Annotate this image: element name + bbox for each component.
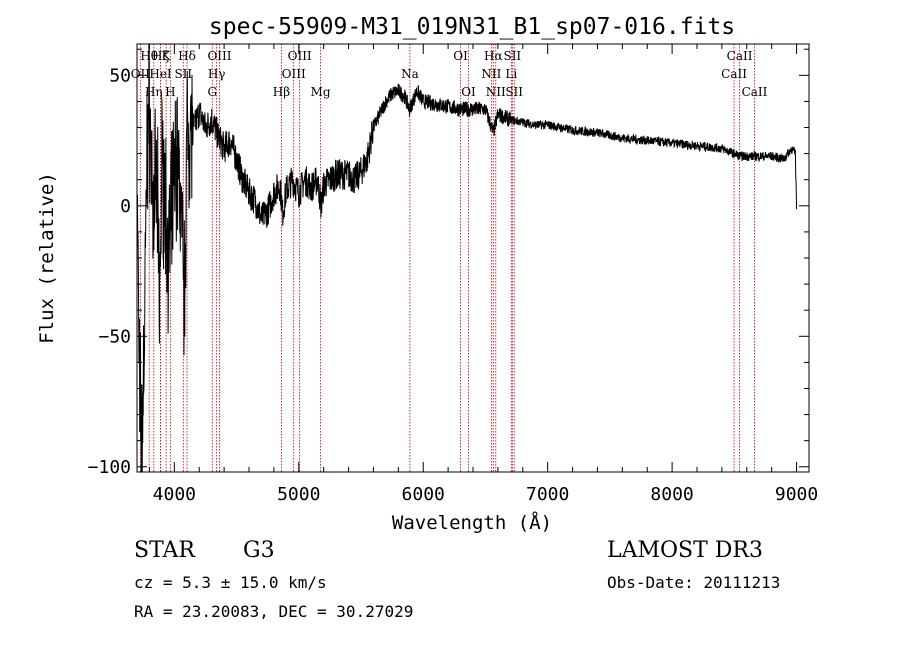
spectral-line-label: Hη	[145, 85, 163, 99]
spectral-line-label: CaII	[721, 67, 747, 81]
spectral-line-label: Li	[505, 67, 517, 81]
spectral-line-label: H	[165, 85, 175, 99]
survey-name: LAMOST DR3	[607, 538, 763, 563]
x-tick-label: 6000	[402, 484, 445, 505]
spectral-line-label: G	[207, 85, 217, 99]
spectral-line-label: Hα	[484, 49, 503, 63]
spectral-line-label: CaII	[742, 85, 768, 99]
spectral-line-label: OI	[461, 85, 476, 99]
x-tick-label: 9000	[775, 484, 818, 505]
spectral-line-label: NII	[481, 67, 501, 81]
spectral-line-label: Hδ	[178, 49, 196, 63]
spectral-line-label: Hβ	[273, 85, 290, 99]
y-tick-label: −100	[88, 457, 131, 478]
y-tick-label: 50	[109, 65, 131, 86]
spectral-line-label: CaII	[727, 49, 753, 63]
y-tick-label: −50	[98, 326, 131, 347]
x-tick-label: 8000	[650, 484, 693, 505]
spectral-line-label: SII	[505, 85, 523, 99]
x-axis-ticks: 4000 5000 6000 7000 8000 9000	[148, 44, 818, 505]
redshift-velocity: cz = 5.3 ± 15.0 km/s	[134, 573, 327, 592]
y-axis-ticks: −100 −50 0 50	[88, 48, 809, 478]
spectral-line-label: SII	[503, 49, 521, 63]
spectral-line-label: Hγ	[208, 67, 226, 81]
spectrum-trace	[136, 43, 798, 473]
spectral-line-label: OI	[453, 49, 468, 63]
x-tick-label: 4000	[153, 484, 196, 505]
spectral-line-label: OIII	[207, 49, 231, 63]
spectral-line-label: OIII	[288, 49, 312, 63]
spectral-line-label: OIII	[282, 67, 306, 81]
ra-dec: RA = 23.20083, DEC = 30.27029	[134, 602, 414, 621]
obs-date: Obs-Date: 20111213	[607, 573, 781, 592]
spectral-line-label: K	[162, 49, 172, 63]
x-tick-label: 7000	[526, 484, 569, 505]
spectral-line-label: HeI	[149, 67, 172, 81]
spectral-line-label: Hζ	[152, 49, 169, 63]
y-tick-label: 0	[120, 196, 131, 217]
spectral-line-label: Mg	[311, 85, 331, 99]
spectral-line-label: NII	[486, 85, 506, 99]
x-tick-label: 5000	[277, 484, 320, 505]
x-axis-label: Wavelength (Å)	[392, 511, 552, 534]
y-axis-label: Flux (relative)	[36, 172, 58, 344]
spectral-line-label: Na	[401, 67, 419, 81]
spectral-line-label: OII	[131, 67, 151, 81]
object-subclass: G3	[243, 538, 275, 563]
object-class: STAR	[134, 538, 195, 563]
spectral-line-label: SII	[174, 67, 192, 81]
chart-title: spec-55909-M31_019N31_B1_sp07-016.fits	[209, 14, 735, 40]
